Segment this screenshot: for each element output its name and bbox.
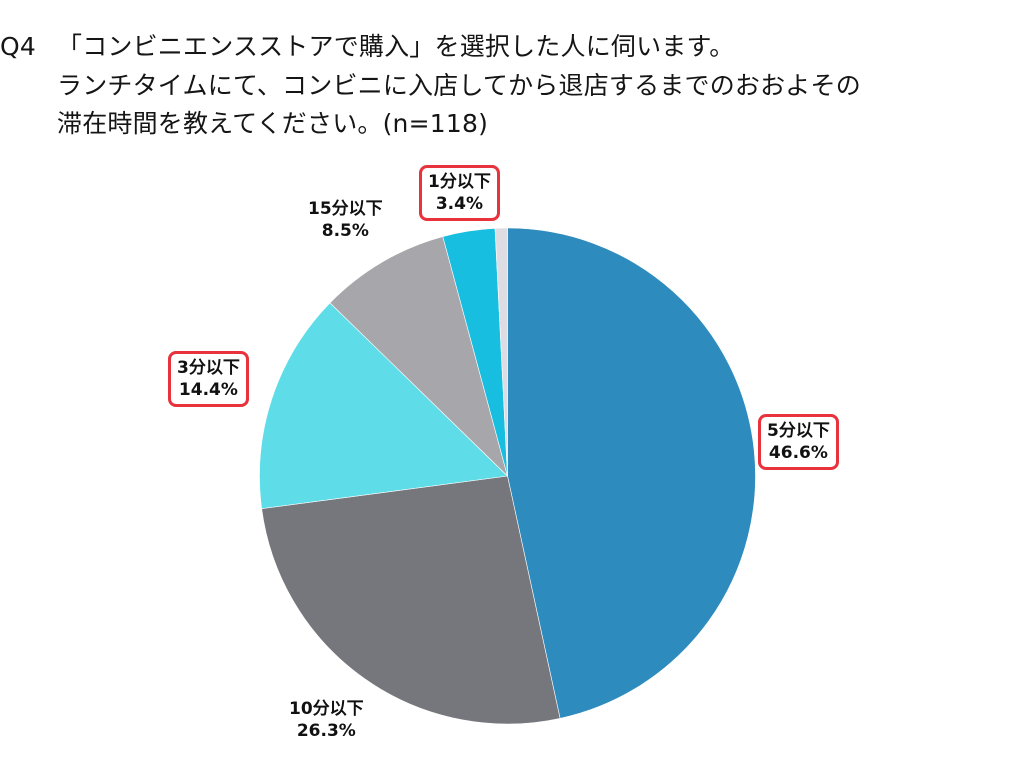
pie-slice-other xyxy=(494,227,508,477)
label-3min: 3分以下 14.4% xyxy=(168,351,249,407)
label-1min: 1分以下 3.4% xyxy=(419,165,500,221)
title-line-2: ランチタイムにて、コンビニに入店してから退店するまでのおおよその xyxy=(57,70,861,100)
pie-slice-15分以下 xyxy=(329,236,509,477)
pie-slice-5分以下 xyxy=(507,227,756,719)
label-5min: 5分以下 46.6% xyxy=(758,414,839,470)
title-line-3: 滞在時間を教えてください。(n=118) xyxy=(57,109,489,138)
chart-title: Q4 「コンビニエンスストアで購入」を選択した人に伺います。 ランチタイムにて、コ… xyxy=(0,28,861,144)
title-line-1: Q4 「コンビニエンスストアで購入」を選択した人に伺います。 xyxy=(0,28,861,67)
question-number: Q4 xyxy=(0,32,36,61)
label-10min: 10分以下 26.3% xyxy=(289,699,364,741)
pie-slice-10分以下 xyxy=(261,475,561,725)
pie-slice-3分以下 xyxy=(259,302,509,509)
label-15min: 15分以下 8.5% xyxy=(308,199,383,241)
